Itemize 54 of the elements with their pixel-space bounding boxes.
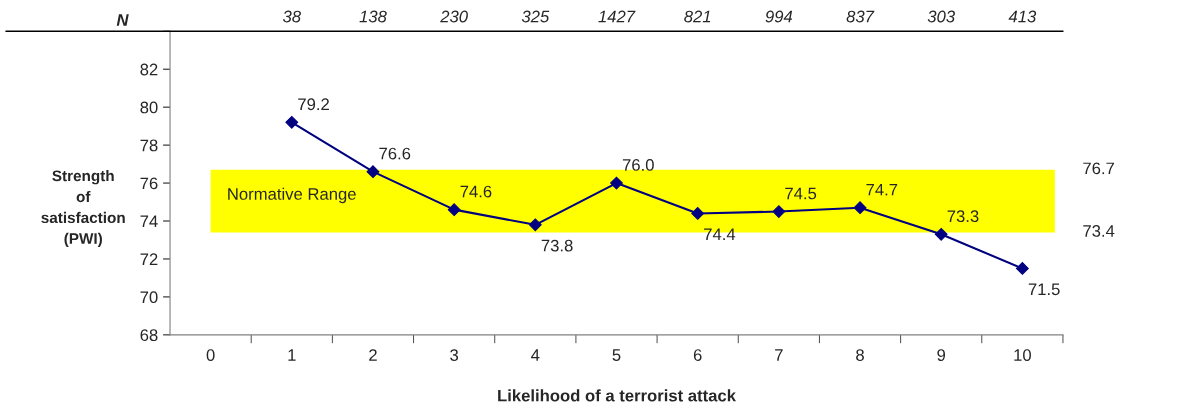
data-label: 71.5 [1028,283,1060,296]
x-axis-title: Likelihood of a terrorist attack [498,389,736,402]
point [610,176,623,190]
y-tick-label: 70 [140,291,158,304]
x-tick-label: 8 [856,349,864,361]
x-tick-label: 9 [937,349,946,361]
point [366,165,380,179]
x-tick-label: 4 [531,349,540,361]
text: N [116,14,129,26]
text: 73.4 [1083,225,1115,237]
y-tick-label: 82 [140,63,158,76]
x-tick-label: 6 [693,349,702,361]
point [853,201,867,215]
y-tick-label: 74 [140,215,158,228]
y-tick-label: 80 [140,101,158,114]
text: 138 [359,10,387,23]
data-label: 74.7 [866,183,898,196]
y-tick-label: 76 [140,177,158,190]
point [691,207,705,220]
text: 1427 [598,10,636,23]
text: 325 [521,10,550,23]
text: 821 [684,10,711,23]
text: 303 [927,10,955,23]
text: 76.7 [1083,162,1115,175]
x-tick-label: 2 [369,349,377,361]
x-tick-label: 0 [206,349,215,361]
y-tick-label: 72 [140,253,158,265]
x-tick-label: 3 [450,349,459,361]
point [528,218,542,232]
data-label: 79.2 [298,98,329,111]
text: 230 [440,10,468,23]
data-label: 73.3 [947,210,979,223]
data-label: 76.6 [379,147,411,160]
text: 994 [765,10,793,23]
y-tick-label: 78 [140,139,158,152]
point [1015,262,1029,275]
y-axis-title: Strength of satisfaction (PWI) [41,170,125,247]
x-tick-label: 10 [1014,349,1031,361]
point [447,203,461,217]
point [772,205,786,218]
data-label: 74.6 [460,185,492,198]
text: 38 [282,10,301,23]
point [934,227,948,241]
point [285,115,299,129]
x-tick-label: 5 [612,349,621,361]
x-tick-label: 7 [775,349,783,361]
band-label: Normative Range [228,187,356,204]
text: 837 [846,10,875,23]
data-label: 76.0 [622,159,654,171]
data-label: 74.5 [785,187,817,200]
data-label: 73.8 [541,239,573,252]
text: 413 [1008,10,1037,23]
x-tick-label: 1 [288,349,296,361]
y-tick-label: 68 [140,329,158,342]
